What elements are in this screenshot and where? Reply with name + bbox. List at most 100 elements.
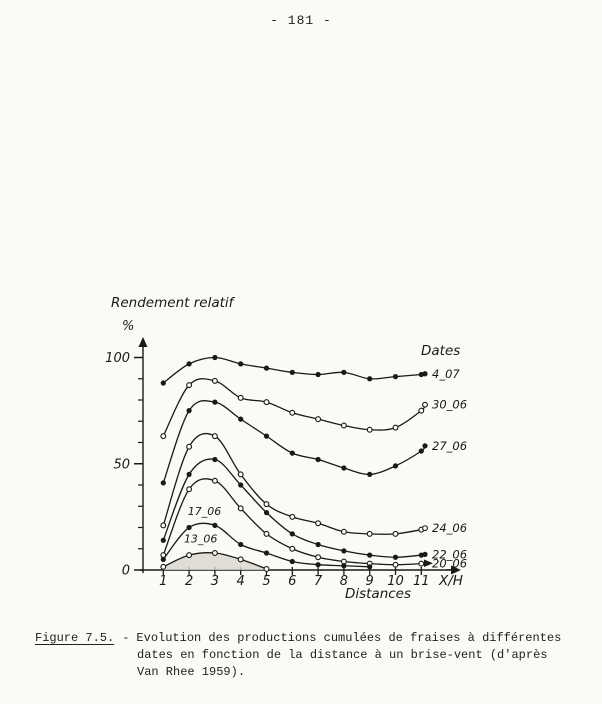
data-point-30_06 — [366, 426, 373, 433]
data-point-17_06 — [289, 558, 295, 565]
series-label-27_06: 27_06 — [432, 439, 467, 453]
caption-line-1: Figure 7.5. - Evolution des productions cu… — [35, 630, 595, 647]
data-point-22_06 — [341, 548, 347, 554]
series-label-30_06: 30_06 — [432, 398, 467, 412]
data-point-22_06 — [238, 482, 244, 488]
data-point-17_06 — [238, 541, 244, 548]
data-point-4_07 — [160, 380, 166, 386]
y-tick-label: 50 — [113, 457, 130, 472]
y-axis-title: Rendement relatif — [111, 295, 236, 311]
series-end-marker-4_07 — [422, 371, 428, 377]
data-point-22_06 — [263, 510, 270, 516]
data-point-20_06 — [315, 554, 322, 561]
data-point-24_06 — [340, 528, 347, 535]
data-point-20_06 — [211, 477, 218, 484]
data-point-24_06 — [160, 522, 167, 529]
caption-text-1: Evolution des productions cumulées de fr… — [136, 631, 562, 645]
data-point-22_06 — [392, 554, 399, 560]
data-point-27_06 — [212, 399, 218, 405]
x-tick-label: 10 — [387, 574, 404, 589]
series-line-30_06 — [162, 378, 426, 437]
x-tick-label: 3 — [211, 574, 219, 589]
data-point-4_07 — [289, 369, 295, 375]
series-end-marker-30_06 — [422, 401, 428, 408]
data-point-20_06 — [263, 530, 270, 537]
data-point-24_06 — [366, 530, 373, 537]
data-point-20_06 — [392, 561, 399, 568]
y-tick-label: 100 — [105, 351, 130, 366]
data-point-27_06 — [238, 416, 244, 422]
x-axis-sublabel: Distances — [345, 586, 411, 602]
data-point-4_07 — [263, 365, 270, 371]
data-point-20_06 — [186, 486, 193, 493]
figure-caption: Figure 7.5. - Evolution des productions cu… — [35, 630, 595, 681]
data-point-22_06 — [186, 471, 192, 477]
data-point-24_06 — [315, 520, 322, 527]
data-point-30_06 — [211, 377, 218, 384]
series-label-24_06: 24_06 — [432, 521, 467, 535]
data-point-4_07 — [392, 374, 399, 380]
data-point-27_06 — [289, 450, 295, 456]
x-tick-label: 4 — [237, 574, 245, 589]
data-point-30_06 — [263, 399, 270, 406]
data-point-27_06 — [160, 480, 166, 486]
data-point-17_06 — [160, 556, 166, 562]
series-end-marker-27_06 — [422, 443, 428, 449]
data-point-4_07 — [238, 361, 244, 367]
series-end-marker-22_06 — [422, 551, 428, 557]
page-number: - 181 - — [270, 13, 332, 28]
data-point-22_06 — [367, 552, 373, 558]
caption-line-3: Van Rhee 1959). — [137, 665, 246, 679]
figure-label: Figure 7.5. — [35, 631, 115, 645]
data-point-20_06 — [418, 560, 425, 567]
series-label-17_06: 17_06 — [188, 505, 222, 518]
data-point-17_06 — [212, 522, 218, 528]
data-point-30_06 — [392, 424, 399, 431]
caption-separator: - — [122, 631, 130, 645]
data-point-13_06 — [160, 563, 167, 570]
data-point-30_06 — [186, 382, 193, 389]
x-tick-label: 1 — [159, 574, 167, 589]
data-point-22_06 — [212, 456, 218, 463]
yield-distance-chart: 0 50 100 1 2 3 4 5 6 7 8 9 10 11 X/H Distances Rendement… — [105, 295, 467, 602]
x-axis-label: X/H — [438, 573, 463, 589]
x-tick-label: 2 — [185, 574, 193, 589]
data-point-20_06 — [237, 505, 244, 512]
data-point-30_06 — [418, 407, 425, 414]
data-point-30_06 — [340, 422, 347, 429]
data-point-30_06 — [289, 409, 296, 416]
data-point-24_06 — [237, 471, 244, 478]
data-point-17_06 — [186, 524, 192, 531]
caption-line-2: dates en fonction de la distance à un br… — [137, 648, 548, 662]
data-point-24_06 — [263, 501, 270, 508]
y-axis-arrow — [138, 337, 148, 347]
data-point-4_07 — [315, 371, 321, 378]
data-point-4_07 — [212, 354, 218, 361]
data-point-4_07 — [341, 369, 347, 375]
data-point-4_07 — [367, 376, 373, 382]
data-point-13_06 — [237, 556, 244, 563]
data-point-27_06 — [341, 465, 347, 471]
x-tick-label: 6 — [288, 574, 296, 589]
data-point-27_06 — [367, 471, 373, 477]
x-tick-label: 11 — [413, 574, 430, 589]
x-tick-label: 5 — [262, 574, 270, 589]
data-point-17_06 — [341, 563, 347, 569]
x-tick-label: 8 — [340, 574, 348, 589]
data-point-17_06 — [263, 550, 270, 556]
data-point-24_06 — [211, 433, 218, 440]
data-point-27_06 — [186, 408, 192, 414]
y-tick-label: 0 — [122, 564, 130, 579]
data-point-27_06 — [418, 448, 424, 454]
data-point-27_06 — [315, 456, 321, 463]
series-end-marker-24_06 — [422, 525, 428, 532]
series-label-4_07: 4_07 — [432, 367, 460, 381]
data-point-24_06 — [186, 443, 193, 450]
data-point-22_06 — [315, 541, 321, 548]
legend-title: Dates — [421, 343, 460, 359]
data-point-30_06 — [315, 416, 322, 423]
series-label-13_06: 13_06 — [184, 533, 218, 546]
x-tick-label: 9 — [366, 574, 374, 589]
series-arrow-20_06 — [424, 559, 433, 568]
